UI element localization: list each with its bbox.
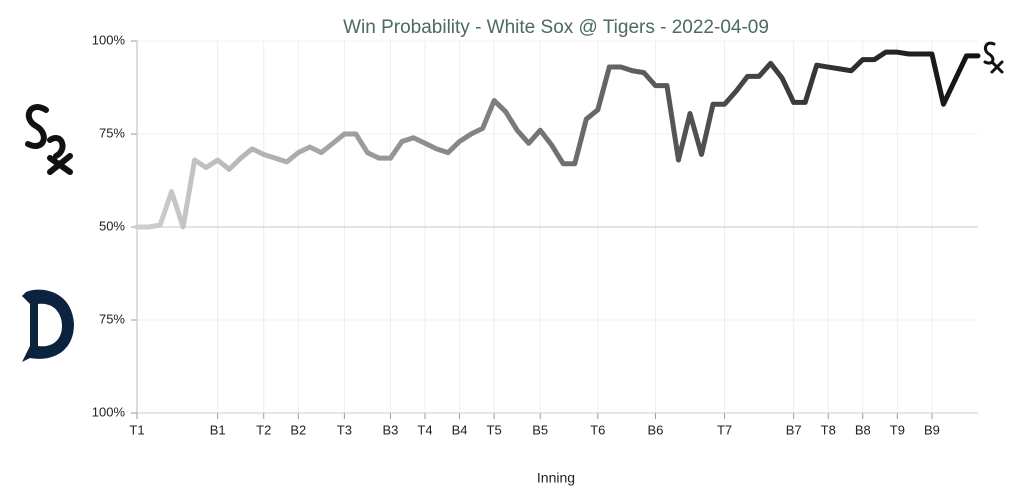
x-tick-label: B1 xyxy=(210,422,226,437)
white-sox-logo xyxy=(25,104,73,175)
y-tick-label: 100% xyxy=(92,404,126,419)
x-tick-label: B3 xyxy=(382,422,398,437)
x-tick-label: T4 xyxy=(417,422,432,437)
x-tick-label: B6 xyxy=(647,422,663,437)
x-tick-label: T5 xyxy=(487,422,502,437)
x-tick-label: B9 xyxy=(924,422,940,437)
y-tick-label: 100% xyxy=(92,32,126,47)
x-tick-label: T8 xyxy=(821,422,836,437)
x-tick-label: T7 xyxy=(717,422,732,437)
win-probability-line xyxy=(134,49,981,230)
x-tick-label: T9 xyxy=(890,422,905,437)
tigers-logo xyxy=(22,289,74,362)
x-tick-label: B7 xyxy=(786,422,802,437)
x-tick-label: B5 xyxy=(532,422,548,437)
chart-title: Win Probability - White Sox @ Tigers - 2… xyxy=(343,17,769,38)
x-tick-label: T2 xyxy=(256,422,271,437)
y-tick-label: 50% xyxy=(99,218,125,233)
x-tick-label: T3 xyxy=(337,422,352,437)
x-tick-label: B2 xyxy=(290,422,306,437)
x-tick-label: B4 xyxy=(452,422,468,437)
y-tick-label: 75% xyxy=(99,311,125,326)
y-tick-label: 75% xyxy=(99,125,125,140)
x-tick-label: T6 xyxy=(590,422,605,437)
x-tick-label: B8 xyxy=(855,422,871,437)
x-axis-label: Inning xyxy=(537,470,575,486)
x-tick-label: T1 xyxy=(129,422,144,437)
white-sox-end-logo xyxy=(983,41,1004,74)
